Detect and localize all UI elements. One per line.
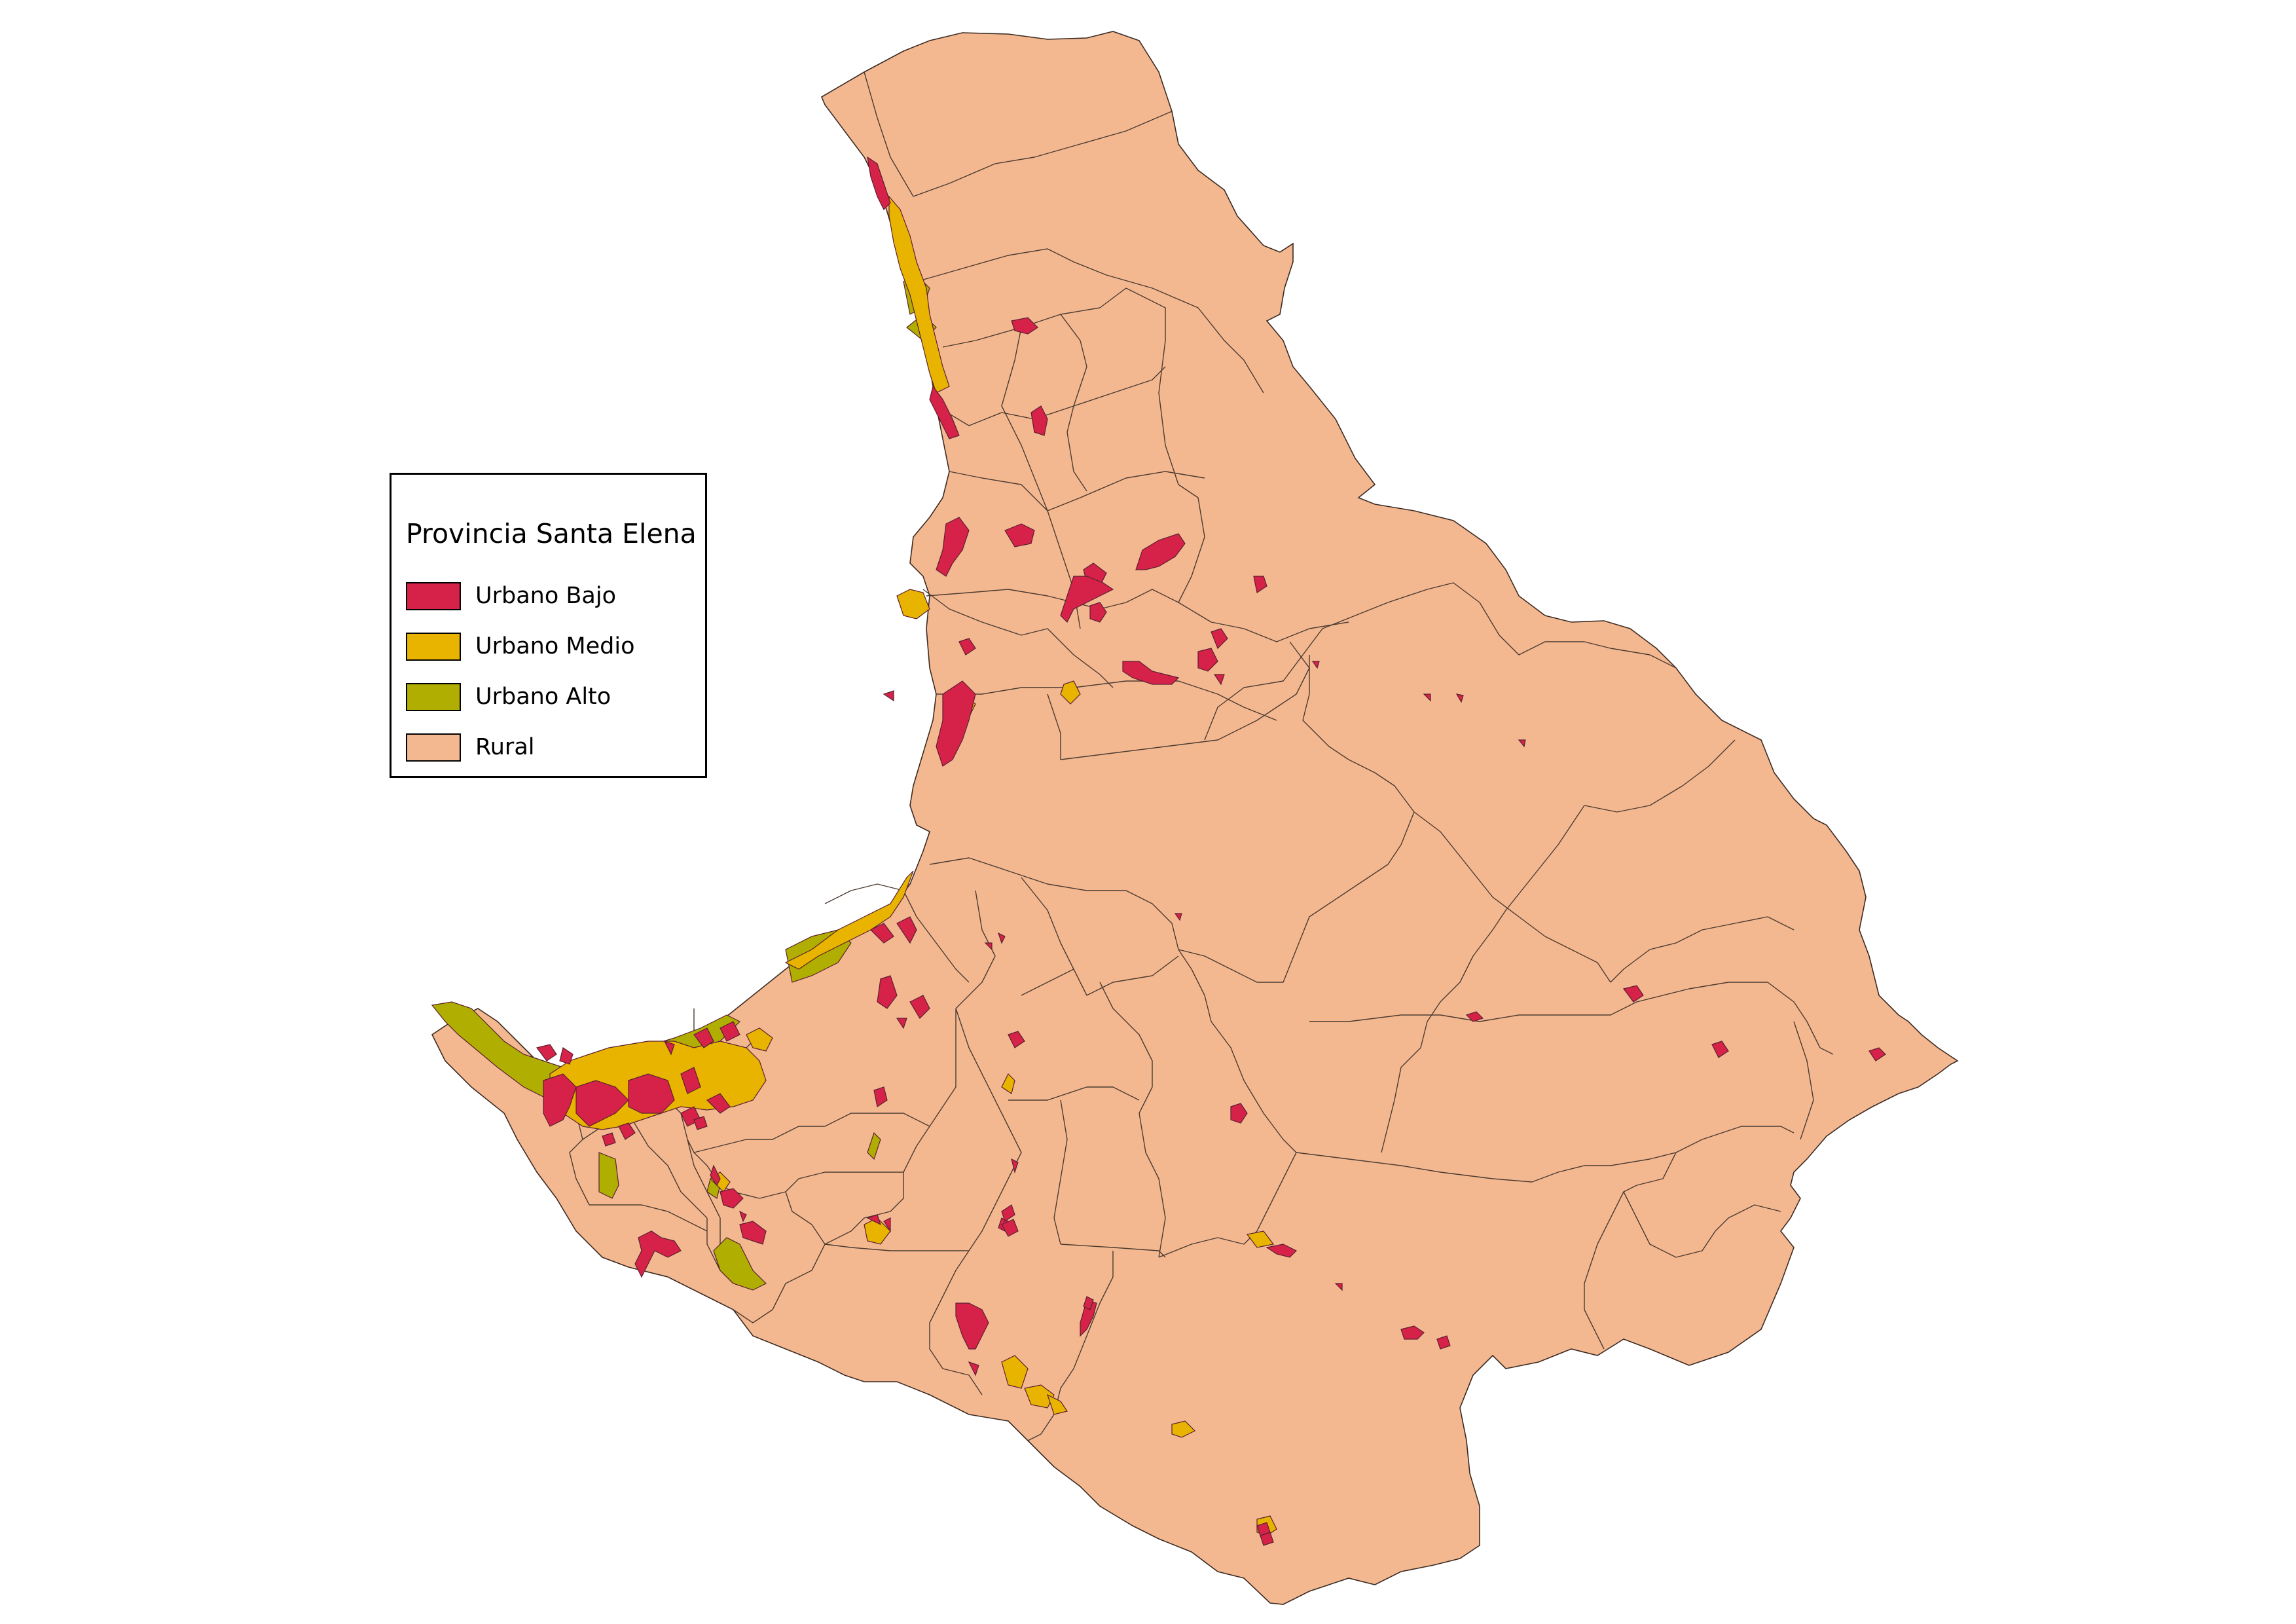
legend-swatch-urbano-medio bbox=[406, 632, 461, 661]
legend-swatch-urbano-alto bbox=[406, 682, 461, 711]
legend-item-urbano-medio: Urbano Medio bbox=[406, 630, 634, 663]
legend-item-rural: Rural bbox=[406, 731, 535, 764]
legend-label-urbano-bajo: Urbano Bajo bbox=[475, 583, 616, 609]
legend-label-rural: Rural bbox=[475, 734, 535, 760]
legend-item-urbano-alto: Urbano Alto bbox=[406, 680, 611, 713]
legend-swatch-rural bbox=[406, 733, 461, 762]
province-rural-area bbox=[431, 31, 1959, 1605]
legend-swatch-urbano-bajo bbox=[406, 581, 461, 610]
legend-title: Provincia Santa Elena bbox=[406, 518, 697, 549]
urbano-bajo-areas bbox=[536, 156, 1886, 1546]
map-legend: Provincia Santa Elena Urbano Bajo Urbano… bbox=[390, 473, 707, 778]
legend-item-urbano-bajo: Urbano Bajo bbox=[406, 580, 616, 612]
legend-label-urbano-alto: Urbano Alto bbox=[475, 684, 611, 710]
parish-boundaries bbox=[536, 71, 1834, 1441]
legend-label-urbano-medio: Urbano Medio bbox=[475, 633, 635, 659]
